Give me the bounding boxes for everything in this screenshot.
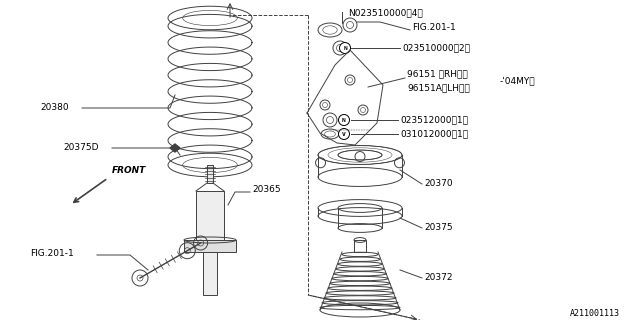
Text: -'04MY〉: -'04MY〉 xyxy=(500,76,536,85)
Text: A211001113: A211001113 xyxy=(570,308,620,317)
Text: 031012000（1）: 031012000（1） xyxy=(400,130,468,139)
Text: 96151A〈LH〉〈: 96151A〈LH〉〈 xyxy=(407,84,470,92)
Text: N: N xyxy=(342,117,346,123)
FancyBboxPatch shape xyxy=(203,252,217,295)
Text: 20375D: 20375D xyxy=(63,142,99,151)
Circle shape xyxy=(339,115,349,125)
Text: 20375: 20375 xyxy=(424,222,452,231)
Text: 20372: 20372 xyxy=(424,273,452,282)
Text: 20370: 20370 xyxy=(424,179,452,188)
Text: FIG.201-1: FIG.201-1 xyxy=(412,23,456,33)
FancyBboxPatch shape xyxy=(207,165,213,183)
Polygon shape xyxy=(170,144,180,152)
Circle shape xyxy=(339,129,349,140)
Text: 023512000（1）: 023512000（1） xyxy=(400,116,468,124)
FancyBboxPatch shape xyxy=(196,191,224,240)
Text: 20380: 20380 xyxy=(40,102,68,111)
Text: FIG.201-1: FIG.201-1 xyxy=(30,249,74,258)
Text: FRONT: FRONT xyxy=(112,166,147,175)
Text: 023510000（2）: 023510000（2） xyxy=(402,44,470,52)
Text: N023510000（4）: N023510000（4） xyxy=(348,9,423,18)
Text: V: V xyxy=(342,132,346,137)
Text: N: N xyxy=(343,45,347,51)
Circle shape xyxy=(339,43,351,53)
Text: 96151 〈RH〉〈: 96151 〈RH〉〈 xyxy=(407,69,468,78)
Text: 20365: 20365 xyxy=(252,186,280,195)
FancyBboxPatch shape xyxy=(184,240,236,252)
